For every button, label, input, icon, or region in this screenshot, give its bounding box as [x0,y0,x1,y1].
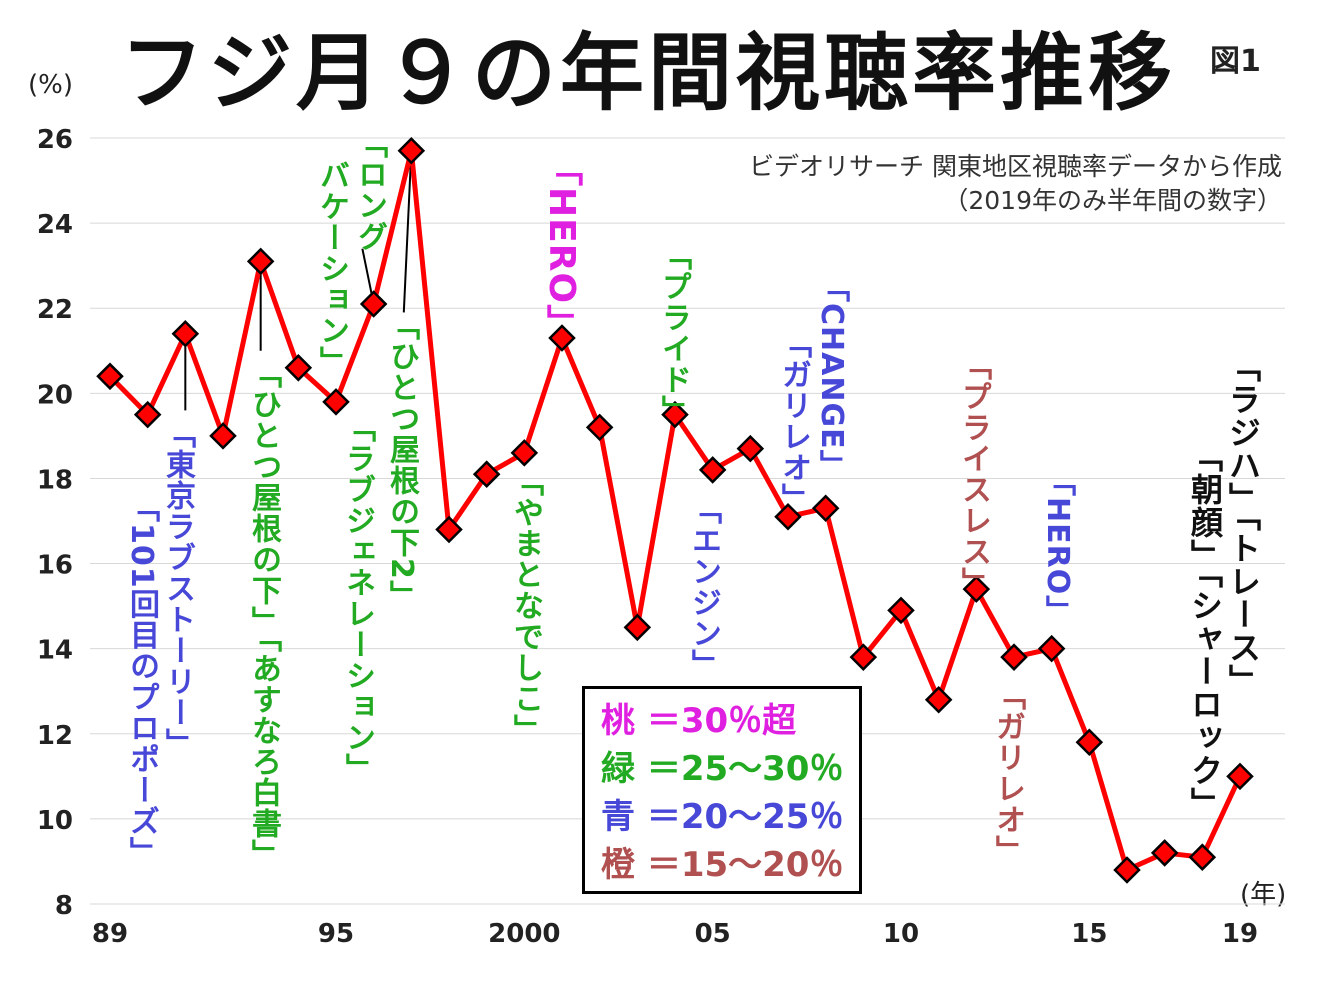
data-point-marker [1037,634,1066,663]
x-axis-unit: (年) [1240,880,1287,910]
annotation-101-proposal: 「101回目のプロポーズ」 [124,492,159,868]
x-tick-label: 05 [695,919,731,949]
annotation-yamato-nadeshiko: 「やまとなでしこ」 [508,466,543,745]
annotation-long-vacation-2: バケーション」 [314,160,349,377]
data-point-marker [962,575,991,603]
annotation-change: 「CHANGE」 [814,272,849,481]
y-tick-label: 10 [37,806,73,836]
data-point-marker [96,362,124,391]
data-point-marker [736,434,765,463]
data-point-marker [1150,839,1179,867]
chart-title: フジ月９の年間視聴率推移 [120,24,1177,122]
annotation-hero-2014: 「HERO」 [1040,466,1075,627]
annotation-leader-line [402,150,413,313]
data-point-marker [698,456,727,484]
data-point-marker [1113,856,1141,884]
source-note: ビデオリサーチ 関東地区視聴率データから作成 （2019年のみ半年間の数字） [642,150,1282,218]
annotation-hero-2001: 「HERO」 [541,150,582,342]
legend-box: 桃 ＝30％超 緑 ＝25～30％ 青 ＝20～25％ 橙 ＝15～20％ [582,686,862,894]
legend-item-green: 緑 ＝25～30％ [601,749,844,789]
annotation-galileo-2013: 「ガリレオ」 [990,680,1025,866]
annotation-radiha-trace: 「ラジハ」「トレース」 [1224,350,1262,697]
annotation-engine: 「エンジン」 [686,494,721,680]
y-tick-label: 22 [37,295,73,325]
data-point-marker [397,136,426,165]
y-tick-label: 16 [37,551,73,581]
data-point-marker [548,324,576,352]
annotation-priceless: 「プライスレス」 [956,350,991,598]
data-point-marker [209,422,237,450]
data-point-marker [133,400,162,429]
y-tick-label: 26 [37,125,73,155]
annotation-hitotsu-yane-2: 「ひとつ屋根の下2」 [384,310,419,611]
data-point-marker [1188,843,1217,871]
x-tick-label: 89 [92,919,128,949]
x-tick-label: 19 [1222,919,1258,949]
data-point-marker [774,502,802,531]
legend-item-pink: 桃 ＝30％超 [601,701,797,741]
annotation-asagao-sherlock: 「朝顔」「シャーロック」 [1186,440,1224,820]
annotation-long-vacation-1: 「ロング [352,128,387,252]
data-point-marker [435,515,463,544]
data-point-marker [359,290,388,318]
legend-item-blue: 青 ＝20～25％ [601,797,844,837]
x-tick-label: 2000 [488,919,560,949]
data-point-marker [887,596,915,625]
y-tick-label: 24 [37,210,73,240]
figure-label: 図1 [1210,44,1261,79]
data-point-marker [472,460,501,488]
data-point-marker [811,494,840,523]
data-point-marker [171,319,200,348]
data-point-marker [585,413,614,442]
data-point-marker [1075,728,1104,757]
annotation-pride: 「プライド」 [656,240,691,426]
y-tick-label: 18 [37,465,73,495]
source-line-1: ビデオリサーチ 関東地区視聴率データから作成 [749,152,1282,181]
y-tick-label: 14 [37,636,73,666]
data-point-marker [849,643,878,671]
annotation-galileo-2007: 「ガリレオ」 [776,328,811,514]
annotation-love-generation: 「ラブジェネレーション」 [340,412,375,784]
data-point-marker [1000,643,1028,671]
y-tick-label: 12 [37,721,73,751]
annotation-tokyo-love-story: 「東京ラブストーリー」 [160,418,195,759]
x-tick-label: 95 [318,919,354,949]
source-line-2: （2019年のみ半年間の数字） [943,186,1282,215]
data-point-marker [246,247,275,276]
legend-item-orange: 橙 ＝15～20％ [601,845,844,885]
annotation-hitotsu-yane-asunaro: 「ひとつ屋根の下」「あすなろ白書」 [246,358,281,870]
data-point-marker [322,388,350,416]
data-point-marker [623,613,652,642]
y-tick-label: 8 [55,891,73,921]
data-point-marker [661,400,689,429]
y-axis-unit: (%) [28,70,73,100]
data-point-marker [284,354,313,382]
data-point-marker [924,685,953,714]
data-point-marker [1226,762,1254,791]
y-tick-label: 20 [37,380,73,410]
data-point-marker [510,439,539,467]
x-tick-label: 15 [1071,919,1107,949]
x-tick-label: 10 [883,919,919,949]
